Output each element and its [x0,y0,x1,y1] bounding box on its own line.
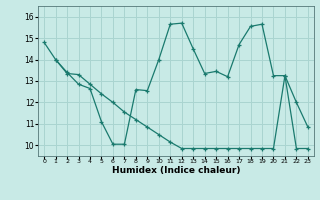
X-axis label: Humidex (Indice chaleur): Humidex (Indice chaleur) [112,166,240,175]
